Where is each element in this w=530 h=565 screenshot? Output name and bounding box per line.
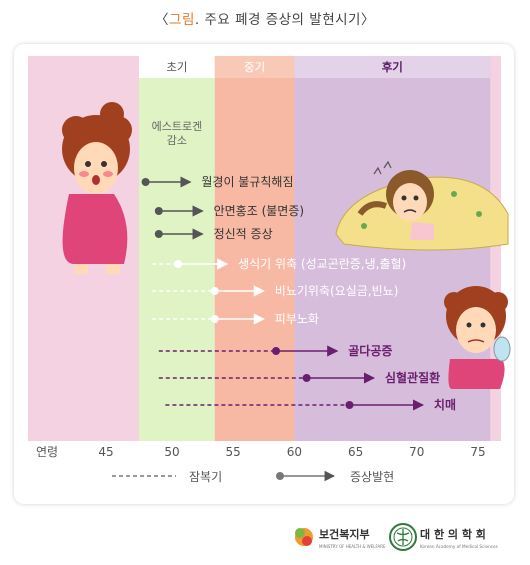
symptom-label-2: 정신적 증상 — [214, 227, 273, 241]
hot-flush-woman-illustration — [62, 102, 132, 274]
phase-label-2: 후기 — [382, 60, 403, 74]
phase-header-2 — [294, 56, 491, 78]
skin-aging-woman-illustration — [444, 286, 511, 389]
estrogen-label-line2: 감소 — [167, 134, 187, 147]
onset-dot-7 — [302, 374, 311, 382]
axis-tick-70: 70 — [409, 445, 424, 459]
academy-logo — [389, 523, 417, 551]
axis-tick-75: 75 — [470, 445, 485, 459]
symptom-label-0: 월경이 불규칙해짐 — [201, 175, 293, 189]
onset-dot-3 — [174, 260, 183, 268]
phase-label-1: 중기 — [244, 60, 265, 74]
ministry-subtitle: MINISTRY OF HEALTH & WELFARE — [319, 544, 386, 549]
figure-title: 〈그림. 주요 폐경 증상의 발현시기〉 — [155, 12, 375, 28]
symptom-label-8: 치매 — [434, 397, 456, 412]
onset-dot-1 — [154, 207, 163, 215]
axis-tick-55: 55 — [226, 445, 241, 459]
axis-tick-60: 60 — [287, 445, 302, 459]
symptom-label-3: 생식기 위축 (성교곤란증,냉,출혈) — [238, 257, 406, 271]
phase-band-1 — [214, 56, 295, 441]
axis-label: 연령 — [36, 445, 58, 459]
logo-bar: 보건복지부 MINISTRY OF HEALTH & WELFARE 대 한 의… — [292, 520, 517, 556]
figure-label: 그림 — [169, 12, 195, 28]
phase-label-0: 초기 — [166, 60, 187, 74]
onset-dot-8 — [345, 401, 354, 409]
onset-dot-2 — [154, 230, 163, 238]
onset-dot-4 — [210, 287, 219, 295]
ministry-logo — [295, 528, 313, 546]
axis-tick-45: 45 — [98, 445, 113, 459]
phase-header-1 — [214, 56, 295, 78]
onset-dot-0 — [141, 178, 150, 186]
legend-latent-label: 잠복기 — [189, 470, 222, 484]
insomnia-man-illustration — [335, 160, 509, 251]
symptom-label-6: 골다공증 — [348, 343, 392, 358]
axis-tick-50: 50 — [164, 445, 179, 459]
axis-tick-65: 65 — [348, 445, 363, 459]
phase-header-0 — [139, 56, 215, 78]
academy-name: 대 한 의 학 회 — [420, 527, 486, 541]
legend-onset-label: 증상발현 — [350, 470, 394, 484]
symptom-label-5: 피부노화 — [275, 312, 319, 326]
onset-dot-6 — [272, 347, 281, 355]
estrogen-label-line1: 에스트로겐 — [152, 120, 203, 133]
onset-dot-5 — [210, 315, 219, 323]
symptom-label-7: 심혈관질환 — [385, 370, 440, 385]
symptom-label-1: 안면홍조 (불면증) — [214, 204, 304, 218]
ministry-name: 보건복지부 — [319, 527, 370, 541]
phase-band-0 — [139, 56, 215, 441]
symptom-label-4: 비뇨기위축(요실금,빈뇨) — [275, 284, 399, 298]
academy-subtitle: Korean Academy of Medical Sciences — [420, 544, 498, 549]
